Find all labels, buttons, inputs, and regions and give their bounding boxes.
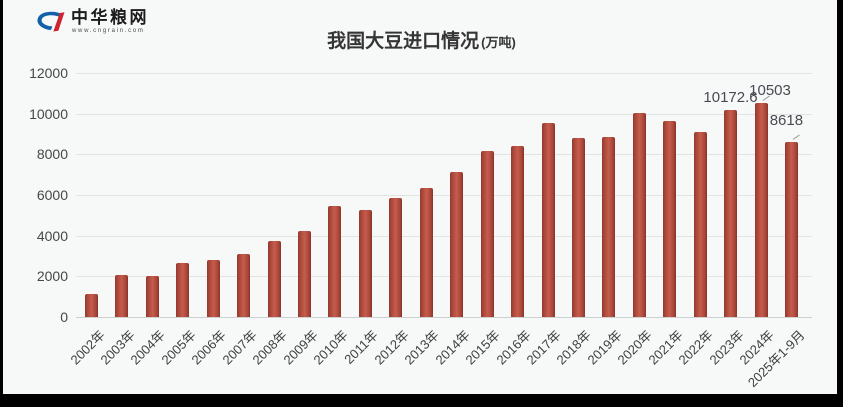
data-label: 10172.6 xyxy=(703,89,758,107)
bar xyxy=(480,150,494,317)
bar xyxy=(541,122,555,317)
bar xyxy=(176,262,190,317)
data-label: 10503 xyxy=(749,82,791,100)
cngrain-logo-text: 中华粮网 www.cngrain.com xyxy=(71,9,149,34)
bar xyxy=(632,113,646,317)
cngrain-logo: 中华粮网 www.cngrain.com xyxy=(33,9,149,36)
chart-title-unit: (万吨) xyxy=(481,35,516,50)
x-axis-line xyxy=(76,317,812,318)
gridline xyxy=(76,235,812,237)
bar xyxy=(115,274,129,317)
bar xyxy=(328,205,342,317)
logo-site-url: www.cngrain.com xyxy=(72,28,145,34)
chart-title: 我国大豆进口情况 (万吨) xyxy=(0,26,843,53)
screenshot-border-right xyxy=(837,0,843,407)
y-axis-tick-label: 10000 xyxy=(29,105,68,122)
gridline xyxy=(76,276,812,278)
gridline xyxy=(76,73,812,74)
y-axis-tick-label: 8000 xyxy=(36,146,68,163)
bar xyxy=(298,230,311,317)
y-axis-tick-label: 12000 xyxy=(29,65,68,81)
gridline xyxy=(76,195,812,196)
bar xyxy=(571,138,585,317)
bar xyxy=(237,254,251,317)
bar xyxy=(85,294,98,317)
chart-title-text: 我国大豆进口情况 xyxy=(327,31,480,52)
y-axis-tick-label: 0 xyxy=(60,309,68,325)
bar xyxy=(145,275,159,317)
cngrain-logo-icon xyxy=(37,11,65,32)
gridline xyxy=(76,154,812,156)
screenshot-border-bottom xyxy=(0,394,843,407)
y-axis-tick-label: 2000 xyxy=(36,268,68,285)
bar xyxy=(511,146,524,317)
data-label: 8618 xyxy=(769,111,804,129)
bar xyxy=(358,210,372,317)
bar xyxy=(419,188,433,317)
bar xyxy=(724,110,737,317)
bar xyxy=(754,103,768,317)
bar xyxy=(693,131,707,317)
bar xyxy=(206,259,220,317)
bar xyxy=(602,137,616,317)
logo-site-name: 中华粮网 xyxy=(71,8,149,27)
y-axis-tick-label: 4000 xyxy=(36,227,68,244)
y-axis-tick-label: 6000 xyxy=(36,187,68,203)
bar xyxy=(450,171,464,317)
screenshot-border-left xyxy=(0,0,3,407)
bar xyxy=(389,198,403,317)
bar xyxy=(663,120,677,317)
bar xyxy=(267,240,281,317)
bar xyxy=(784,141,798,317)
leader-line xyxy=(793,134,801,140)
gridline xyxy=(76,113,812,115)
